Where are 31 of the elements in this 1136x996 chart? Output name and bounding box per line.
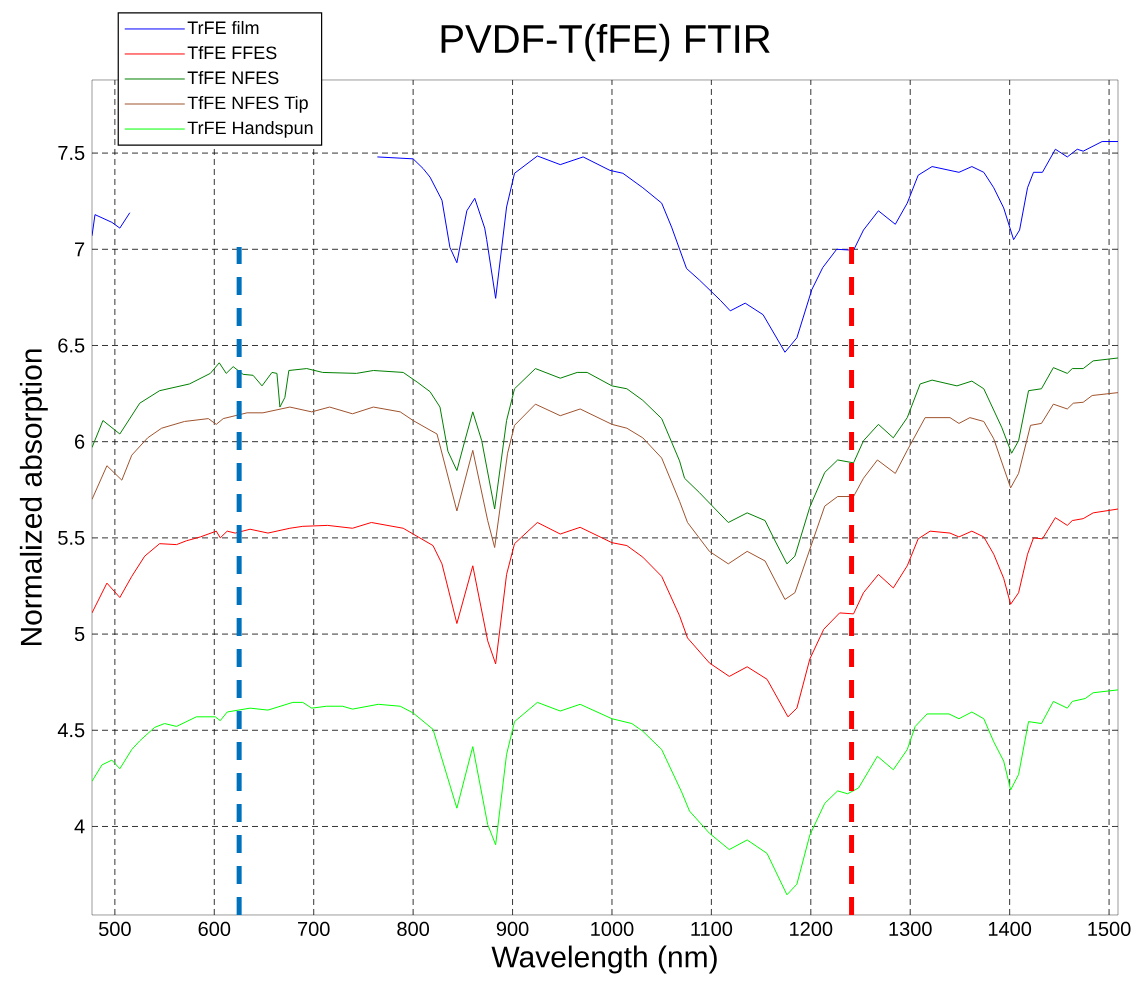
y-tick-label: 7 — [75, 242, 85, 257]
line-series — [92, 689, 1119, 896]
y-tick-label: 5 — [74, 627, 85, 642]
x-tick-label: 1100 — [691, 921, 733, 937]
x-axis-title: Wavelength (nm) — [491, 945, 717, 974]
y-tick-label: 6.5 — [58, 338, 85, 353]
y-tick-label: 6 — [75, 434, 85, 449]
y-tick-label: 4.5 — [57, 723, 85, 738]
legend-label: TrFE Handspun — [187, 121, 313, 138]
legend-label: TfFE NFES — [187, 70, 279, 85]
legend-label: TfFE NFES Tip — [187, 95, 308, 113]
legend-label: TfFE FFES — [187, 45, 277, 60]
line-series — [92, 392, 1119, 600]
y-tick-label: 7.5 — [58, 146, 85, 161]
x-tick-label: 1200 — [790, 921, 833, 937]
line-series — [92, 357, 1119, 565]
x-tick-label: 1300 — [889, 921, 932, 937]
line-series — [92, 508, 1119, 718]
x-tick-label: 500 — [98, 921, 131, 937]
chart-title: PVDF-T(fFE) FTIR — [441, 23, 770, 62]
y-tick-label: 4 — [74, 819, 85, 834]
x-tick-label: 1500 — [1088, 921, 1131, 937]
x-tick-label: 900 — [496, 921, 529, 937]
legend-label: TrFE film — [187, 20, 259, 34]
x-tick-label: 700 — [298, 921, 330, 937]
x-tick-label: 1000 — [591, 921, 634, 937]
x-tick-label: 800 — [397, 921, 430, 937]
y-tick-label: 5.5 — [58, 530, 85, 545]
y-axis-title: Normalized absorption — [19, 349, 48, 646]
x-tick-label: 1400 — [988, 921, 1032, 937]
x-tick-label: 600 — [198, 921, 231, 937]
